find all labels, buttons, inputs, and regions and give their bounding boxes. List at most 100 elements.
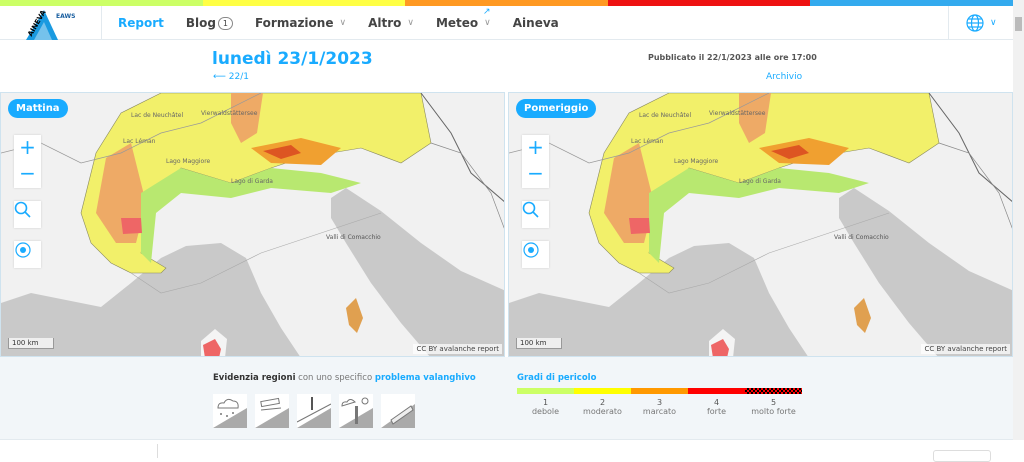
map-attribution[interactable]: CC BY avalanche report [921,344,1010,354]
scale-bar: 100 km [516,338,562,349]
divider [157,444,158,458]
map-label: Vierwaldstättersee [201,110,258,117]
globe-icon[interactable] [966,14,984,32]
persistent-weak-layer-icon[interactable] [296,394,332,428]
search-icon [522,201,539,218]
danger-color-bar [0,0,1013,6]
nav-label: Blog [185,16,216,30]
map-label: Lago Maggiore [166,158,211,165]
grade-number: 1 [542,398,549,407]
map-attribution[interactable]: CC BY avalanche report [413,344,502,354]
legend-panel: Evidenzia regioni con uno specifico prob… [0,357,1013,440]
map-label: Lago di Garda [231,178,273,185]
bar-segment-2 [202,0,406,6]
nav-formazione[interactable]: Formazione ∨ [255,16,346,30]
nav-label: Aineva [512,16,559,30]
label-bold: Evidenzia regioni [213,373,296,383]
archive-link[interactable]: Archivio [766,72,803,82]
scrollbar-thumb[interactable] [1015,17,1022,31]
grade-label: moderato [583,407,622,416]
zoom-out-button[interactable]: − [19,161,36,185]
locate-icon [15,242,31,258]
external-link-icon: ↗ [483,7,491,17]
new-snow-icon[interactable] [213,394,247,428]
nav-blog[interactable]: Blog 1 [186,16,233,30]
chevron-down-icon: ∨ [484,18,491,28]
grade-number: 5 [770,398,777,407]
locate-button[interactable] [522,241,549,268]
search-button[interactable] [522,201,549,228]
bar-segment-5 [810,0,1013,6]
map-label: Vierwaldstättersee [709,110,766,117]
grade-2: 2 moderato [574,388,631,416]
wet-snow-icon[interactable] [339,394,373,428]
scale-bar: 100 km [8,338,54,349]
map-label: Lago di Garda [739,178,781,185]
grade-number: 3 [656,398,663,407]
avalanche-problem-link[interactable]: problema valanghivo [374,373,476,383]
nav-report[interactable]: Report [118,16,164,30]
locate-button[interactable] [14,241,41,268]
nav-label: Report [118,16,164,30]
nav-label: Formazione [254,16,334,30]
grade-label: forte [706,407,727,416]
zoom-controls: + − [14,135,41,188]
danger-scale: 1 debole 2 moderato 3 marcato 4 forte 5 molto… [517,388,802,416]
problem-filter-title: Evidenzia regioni con uno specifico prob… [213,373,476,383]
main-menu: Report Blog 1 Formazione ∨ Altro ∨ Meteo ∨ A… [118,16,581,30]
time-period-badge: Mattina [8,99,68,118]
zoom-controls: + − [522,135,549,188]
nav-label: Altro [368,16,402,30]
blog-count-badge: 1 [217,16,233,30]
grade-number: 4 [713,398,720,407]
locate-icon [523,242,539,258]
problem-icons [213,394,415,428]
grade-5: 5 molto forte [745,388,802,416]
navbar: AINEVA EAWS Report Blog 1 Formazione ∨ Alt… [0,6,1013,40]
scrollbar[interactable] [1013,0,1024,440]
map-morning[interactable]: Lac de Neuchâtel Vierwaldstättersee Lac … [0,92,505,357]
divider [101,6,102,40]
nav-meteo[interactable]: Meteo ∨ [436,16,491,30]
bar-segment-4 [607,0,811,6]
grade-4: 4 forte [688,388,745,416]
divider [948,6,949,40]
map-label: Lago Maggiore [674,158,719,165]
bottom-control[interactable] [933,450,991,462]
grade-label: marcato [642,407,677,416]
map-afternoon[interactable]: Lac de Neuchâtel Vierwaldstättersee Lac … [508,92,1013,357]
danger-levels-title: Gradi di pericolo [517,373,597,383]
search-button[interactable] [14,201,41,228]
grade-label: debole [531,407,560,416]
gliding-snow-icon[interactable] [381,394,415,428]
chevron-down-icon: ∨ [339,18,347,28]
map-label: Valli di Comacchio [834,234,889,241]
grade-number: 2 [599,398,606,407]
bottom-strip [0,441,1024,462]
map-label: Lac de Neuchâtel [131,112,183,119]
bar-segment-3 [405,0,608,6]
avalanche-map[interactable]: Lac de Neuchâtel Vierwaldstättersee Lac … [1,93,505,357]
map-label: Valli di Comacchio [326,234,381,241]
search-icon [14,201,31,218]
published-date: Pubblicato il 22/1/2023 alle ore 17:00 [648,53,817,62]
nav-aineva[interactable]: Aineva [513,16,559,30]
avalanche-map[interactable]: Lac de Neuchâtel Vierwaldstättersee Lac … [509,93,1013,357]
map-label: Lac Léman [123,138,156,145]
grade-3: 3 marcato [631,388,688,416]
wind-slab-icon[interactable] [255,394,289,428]
previous-day-link[interactable]: ⟵ 22/1 [213,72,249,82]
zoom-out-button[interactable]: − [527,161,544,185]
map-label: Lac de Neuchâtel [639,112,691,119]
zoom-in-button[interactable]: + [19,135,36,159]
label-text: con uno specifico [295,373,375,383]
aineva-eaws-logo[interactable]: AINEVA EAWS [22,8,92,40]
chevron-down-icon[interactable]: ∨ [990,18,997,28]
chevron-down-icon: ∨ [407,18,414,28]
time-period-badge: Pomeriggio [516,99,597,118]
page-title: lunedì 23/1/2023 [212,49,373,69]
grade-1: 1 debole [517,388,574,416]
svg-text:EAWS: EAWS [56,13,75,20]
nav-altro[interactable]: Altro ∨ [368,16,414,30]
zoom-in-button[interactable]: + [527,135,544,159]
